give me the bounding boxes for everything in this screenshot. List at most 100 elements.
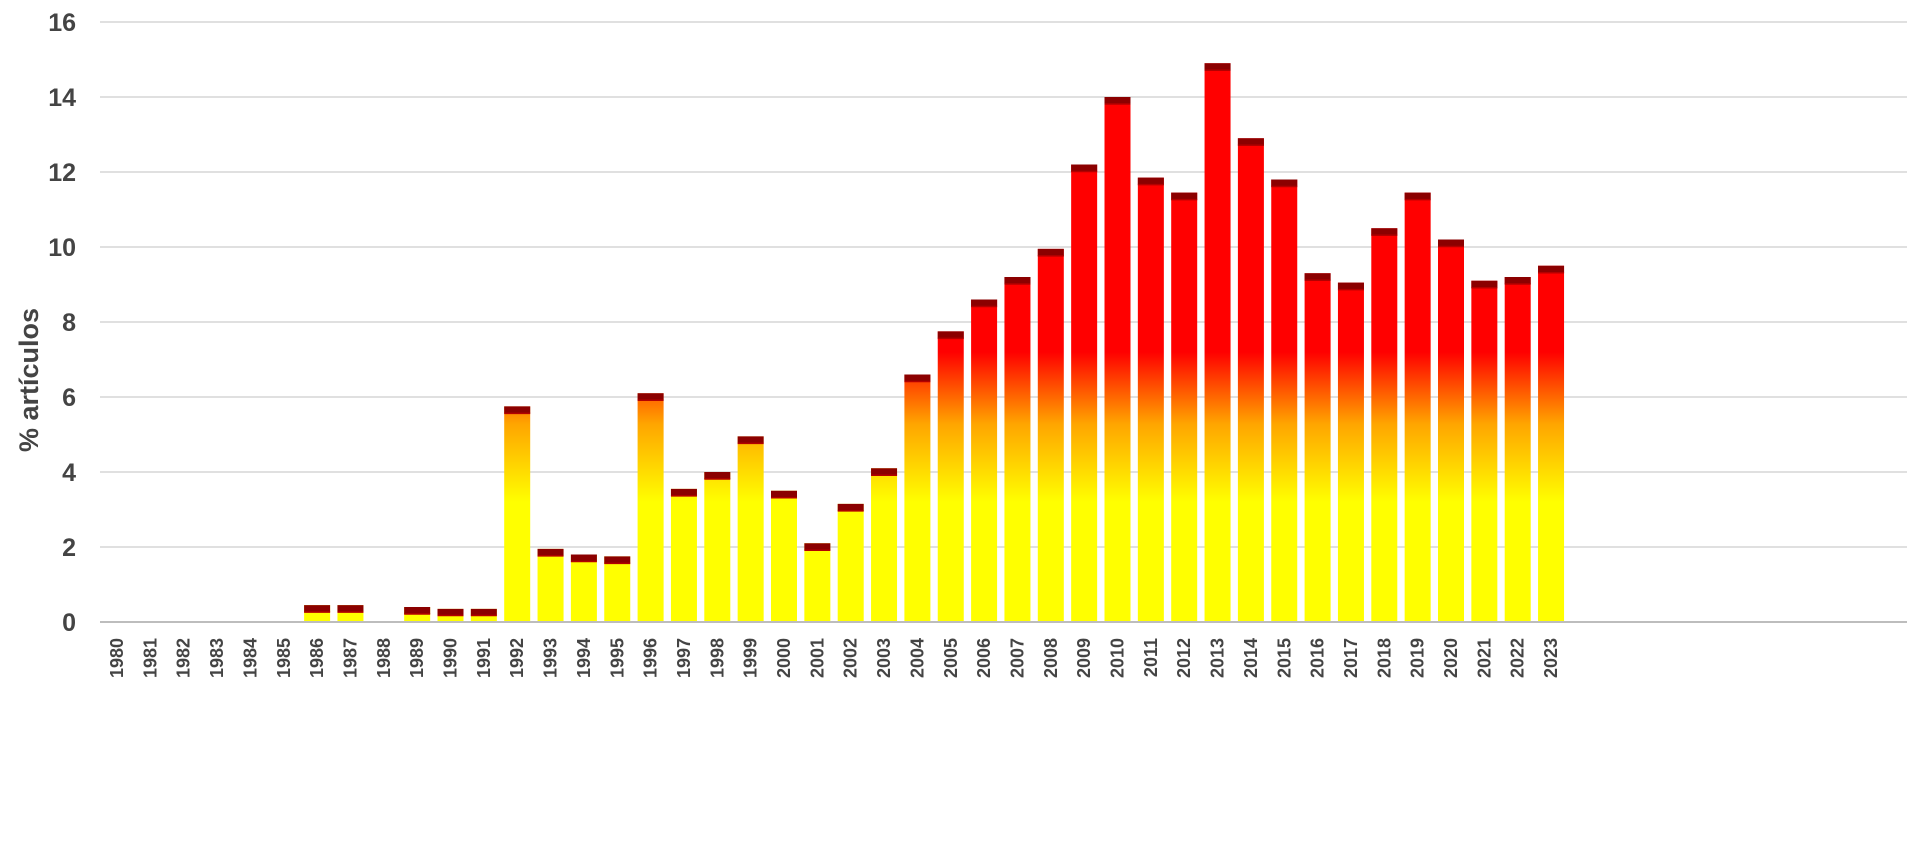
x-tick-label: 2003	[874, 638, 894, 678]
x-tick-label: 2002	[841, 638, 861, 678]
bar	[1504, 277, 1531, 622]
x-tick-label: 1981	[140, 638, 160, 678]
bar	[537, 548, 564, 622]
bar-cap	[504, 406, 531, 414]
bar-body	[871, 468, 898, 622]
bar-body	[537, 548, 564, 622]
x-tick-label: 2012	[1174, 638, 1194, 678]
bar-body	[837, 503, 864, 622]
bar	[604, 556, 631, 622]
bar-cap	[971, 299, 998, 307]
bar-body	[670, 488, 697, 622]
bar-cap	[1037, 248, 1064, 256]
bar-cap	[937, 331, 964, 339]
x-tick-label: 1986	[307, 638, 327, 678]
x-tick-label: 2021	[1474, 638, 1494, 678]
x-tick-label: 2018	[1374, 638, 1394, 678]
bar-cap	[704, 472, 731, 479]
x-tick-label: 1994	[574, 638, 594, 678]
bar-cap	[537, 548, 564, 556]
bar	[637, 393, 664, 622]
bar-body	[1504, 277, 1531, 622]
bar-cap	[1004, 277, 1031, 284]
x-tick-label: 2001	[807, 638, 827, 678]
bar-body	[570, 554, 597, 622]
bar-body	[1304, 273, 1331, 622]
bar	[771, 490, 797, 622]
bar	[1471, 280, 1498, 622]
x-tick-label: 1997	[674, 638, 694, 678]
bar	[1104, 97, 1131, 622]
bar-cap	[837, 503, 864, 511]
bar-cap	[1304, 273, 1331, 281]
x-tick-label: 1983	[207, 638, 227, 678]
y-tick-labels: 0 2 4 6 8 10 12 14 16	[48, 9, 76, 637]
x-tick-label: 1998	[707, 638, 727, 678]
bars	[304, 63, 1565, 622]
bar	[1237, 138, 1264, 622]
bar-cap	[1237, 138, 1264, 146]
y-tick-label: 14	[48, 84, 76, 112]
bar	[404, 607, 431, 622]
y-tick-label: 8	[62, 309, 76, 337]
x-tick-label: 2019	[1408, 638, 1428, 678]
bar-cap	[337, 605, 364, 613]
y-axis-label: % artículos	[14, 308, 44, 452]
x-tick-label: 2000	[774, 638, 794, 678]
bar-cap	[1271, 179, 1298, 187]
x-tick-label: 2013	[1208, 638, 1228, 678]
bar-cap	[1171, 192, 1198, 200]
bar-body	[1104, 97, 1131, 622]
y-tick-label: 12	[48, 159, 76, 187]
x-tick-label: 2007	[1007, 638, 1027, 678]
bar	[904, 374, 931, 622]
bar-cap	[904, 374, 931, 382]
bar-body	[971, 299, 998, 622]
bar-cap	[637, 393, 664, 401]
bar-body	[1004, 277, 1031, 622]
bar-body	[1404, 192, 1431, 622]
bar	[504, 406, 531, 622]
x-tick-label: 1980	[107, 638, 127, 678]
bar-cap	[670, 488, 697, 496]
bar-cap	[771, 490, 797, 498]
y-tick-label: 4	[62, 459, 76, 487]
bar	[871, 468, 898, 622]
bar-cap	[304, 605, 331, 613]
x-tick-label: 2009	[1074, 638, 1094, 678]
bar-cap	[437, 608, 464, 616]
bar-body	[1204, 63, 1231, 622]
bar-cap	[1504, 277, 1531, 284]
bar	[804, 543, 831, 622]
bar	[304, 605, 331, 622]
x-tick-label: 1988	[374, 638, 394, 678]
bar	[1004, 277, 1031, 622]
bar-body	[637, 393, 664, 622]
bar-cap	[1137, 177, 1164, 185]
bar-body	[1471, 280, 1498, 622]
bar-body	[1037, 248, 1064, 622]
bar-body	[1171, 192, 1198, 622]
bar-body	[1271, 179, 1298, 622]
x-tick-label: 2016	[1308, 638, 1328, 678]
bar	[1037, 248, 1064, 622]
y-tick-label: 10	[48, 234, 76, 262]
x-tick-label: 1992	[507, 638, 527, 678]
x-tick-label: 2015	[1274, 638, 1294, 678]
bar	[1438, 239, 1464, 622]
bar-body	[1137, 177, 1164, 622]
x-tick-label: 1993	[541, 638, 561, 678]
x-tick-labels: 1980 1981 1982 1983 1984 1985 1986 1987 1988 1989…	[107, 638, 1561, 678]
y-tick-label: 16	[48, 9, 76, 37]
x-tick-label: 1982	[174, 638, 194, 678]
bar-cap	[570, 554, 597, 562]
bar-cap	[1204, 63, 1231, 71]
bar	[704, 472, 731, 622]
x-tick-label: 2022	[1508, 638, 1528, 678]
x-tick-label: 1989	[407, 638, 427, 678]
bar-cap	[1371, 228, 1398, 236]
bar-body	[771, 490, 797, 622]
bar	[1304, 273, 1331, 622]
bar-cap	[1404, 192, 1431, 200]
